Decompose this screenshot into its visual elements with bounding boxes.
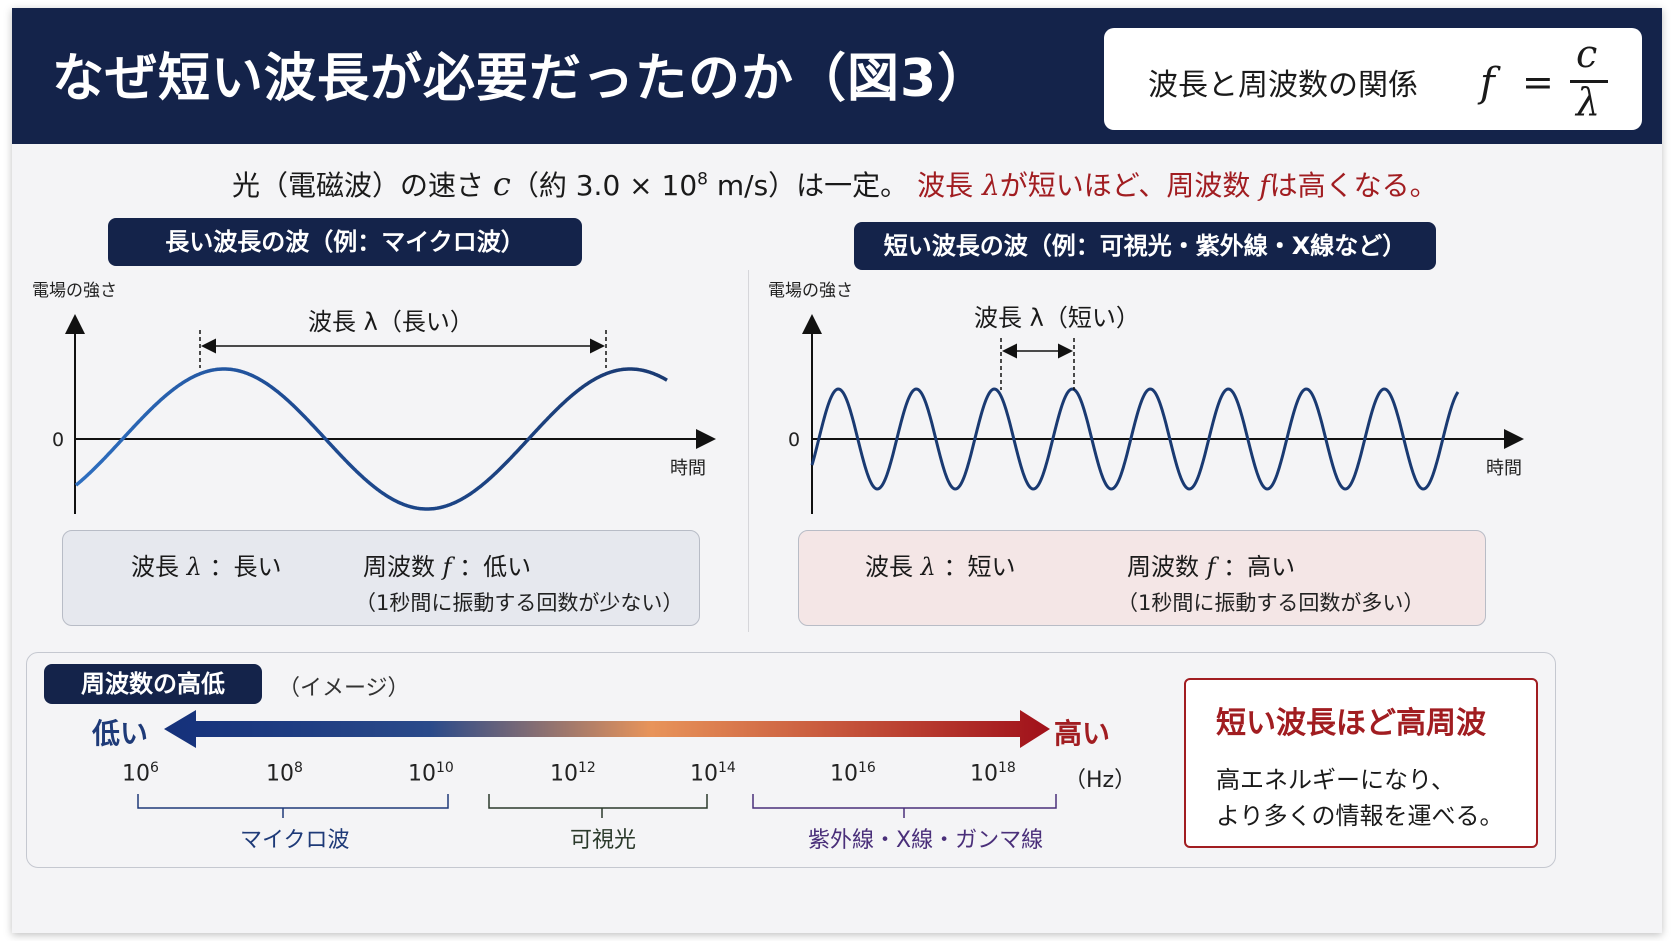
tick-label: 108	[266, 760, 303, 787]
short-wave-curve	[810, 387, 1460, 491]
tick-label: 1018	[970, 760, 1016, 787]
short-info-note: （1秒間に振動する回数が多い）	[1117, 591, 1425, 615]
band-label-uv-xray-gamma: 紫外線・X線・ガンマ線	[808, 828, 1044, 853]
short-x-axis-label: 時間	[1486, 458, 1522, 479]
tick-label: 106	[122, 760, 159, 787]
formula-equals: =	[1522, 60, 1554, 104]
long-wave-pill: 長い波長の波（例：マイクロ波）	[108, 218, 582, 266]
intro-sentence: 光（電磁波）の速さ c（約 3.0 × 108 m/s）は一定。 波長 λが短い…	[232, 164, 1438, 204]
long-wave-curve	[74, 367, 668, 511]
conclusion-line2: より多くの情報を運べる。	[1216, 802, 1504, 830]
band-label-microwave: マイクロ波	[240, 828, 350, 853]
long-wavelength-label: 波長 λ（長い）	[308, 308, 474, 336]
long-zero-label: 0	[52, 429, 64, 451]
long-x-axis-label: 時間	[670, 458, 706, 479]
conclusion-line1: 高エネルギーになり、	[1216, 766, 1456, 794]
intro-red3: は高くなる。	[1269, 169, 1438, 202]
formula-fraction-bar	[1570, 80, 1608, 83]
short-wave-pill: 短い波長の波（例：可視光・紫外線・X線など）	[854, 222, 1436, 270]
long-info-wavelength: 波長 λ ：長い	[131, 553, 282, 581]
formula: f = c λ	[1476, 32, 1626, 124]
short-y-axis-label: 電場の強さ	[768, 281, 853, 301]
short-wave-diagram: 電場の強さ 0 時間 波長 λ（短い）	[768, 281, 1524, 514]
band-bracket-visible	[488, 794, 708, 818]
conclusion-heading: 短い波長ほど高周波	[1216, 706, 1486, 741]
unit-label: （Hz）	[1064, 768, 1137, 793]
tick-label: 1010	[408, 760, 454, 787]
frequency-gradient-arrow	[164, 710, 1050, 748]
short-zero-label: 0	[788, 429, 800, 451]
intro-red1: 波長	[917, 169, 982, 202]
intro-part3: m/s）は一定。	[707, 169, 909, 202]
conclusion-body: 高エネルギーになり、 より多くの情報を運べる。	[1216, 762, 1504, 834]
slide: なぜ短い波長が必要だったのか（図3） 波長と周波数の関係 f = c λ 光（電…	[12, 8, 1662, 933]
formula-f: f	[1480, 60, 1495, 106]
band-bracket-microwave	[137, 794, 449, 818]
formula-numerator: c	[1576, 32, 1598, 76]
tick-label: 1012	[550, 760, 596, 787]
intro-f: f	[1259, 169, 1270, 202]
intro-red2: が短いほど、周波数	[999, 169, 1260, 202]
intro-lambda: λ	[982, 169, 1000, 202]
intro-highlight: 波長 λが短いほど、周波数 fは高くなる。	[917, 169, 1438, 202]
low-label: 低い	[92, 717, 149, 750]
formula-box: 波長と周波数の関係 f = c λ	[1104, 28, 1642, 130]
formula-label: 波長と周波数の関係	[1148, 68, 1418, 103]
header-bar: なぜ短い波長が必要だったのか（図3） 波長と周波数の関係 f = c λ	[12, 8, 1662, 144]
formula-denominator: λ	[1576, 80, 1601, 124]
band-label-visible: 可視光	[570, 828, 637, 853]
long-info-note: （1秒間に振動する回数が少ない）	[355, 591, 684, 615]
page-title: なぜ短い波長が必要だったのか（図3）	[52, 49, 991, 109]
conclusion-box: 短い波長ほど高周波 高エネルギーになり、 より多くの情報を運べる。	[1184, 678, 1538, 848]
high-label: 高い	[1054, 717, 1111, 750]
short-wavelength-label: 波長 λ（短い）	[974, 304, 1140, 332]
band-brackets	[137, 794, 1057, 818]
frequency-pill: 周波数の高低	[44, 664, 262, 704]
intro-exponent: 8	[697, 169, 708, 190]
intro-part1: 光（電磁波）の速さ	[232, 169, 493, 202]
short-info-wavelength: 波長 λ ：短い	[865, 553, 1016, 581]
short-wave-info-box: 波長 λ ：短い 周波数 f ：高い （1秒間に振動する回数が多い）	[798, 530, 1486, 626]
intro-part2: （約 3.0 × 10	[510, 169, 698, 202]
long-wave-diagram: 電場の強さ 0 時間 波長 λ（長い）	[32, 281, 716, 514]
long-info-frequency: 周波数 f ：低い	[363, 553, 532, 581]
long-y-axis-label: 電場の強さ	[32, 281, 117, 301]
tick-label: 1014	[690, 760, 736, 787]
short-info-frequency: 周波数 f ：高い	[1127, 553, 1296, 581]
section-divider	[748, 270, 749, 632]
long-wave-info-box: 波長 λ ：長い 周波数 f ：低い （1秒間に振動する回数が少ない）	[62, 530, 700, 626]
tick-label: 1016	[830, 760, 876, 787]
frequency-arrow	[164, 710, 1050, 748]
intro-c-symbol: c	[492, 165, 511, 203]
band-bracket-uv-xray-gamma	[752, 794, 1057, 818]
image-note: （イメージ）	[278, 676, 410, 701]
